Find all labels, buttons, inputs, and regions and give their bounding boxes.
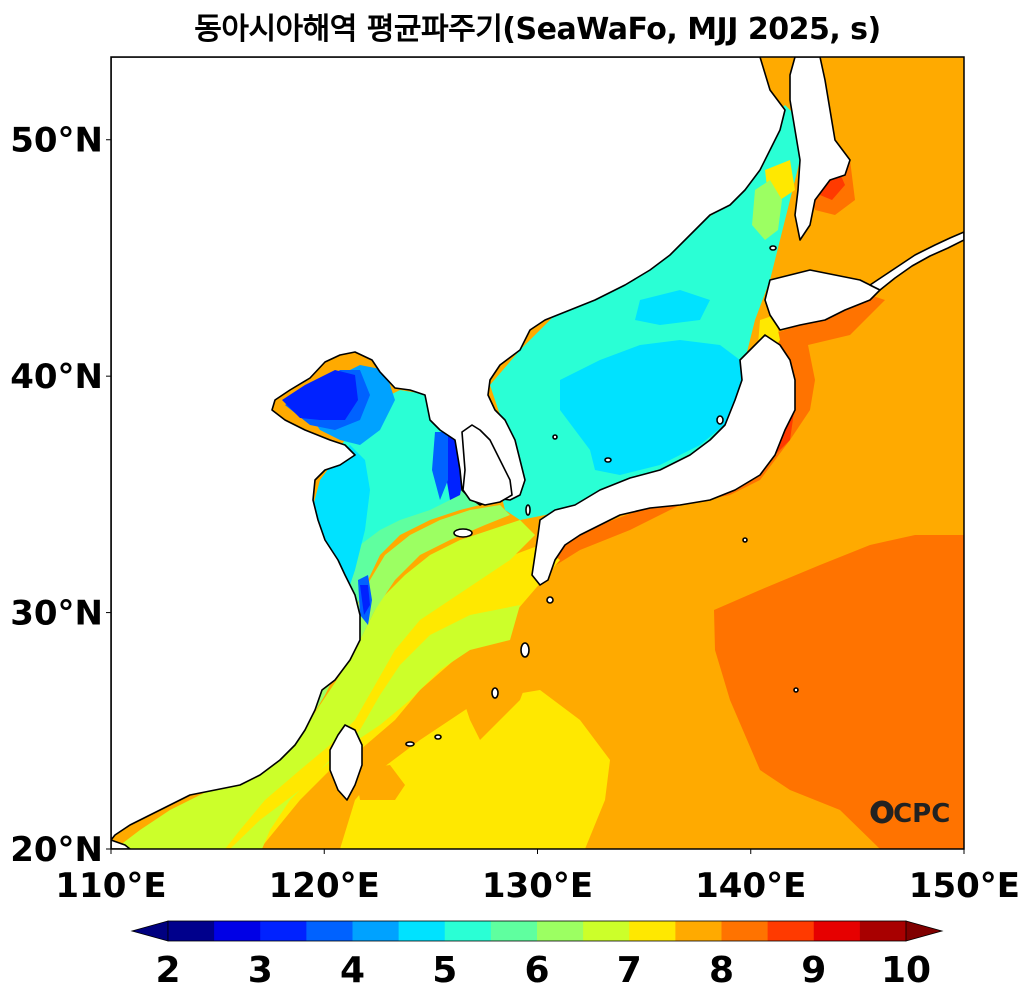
ocpc-logo: OCPC xyxy=(870,799,950,829)
y-tick-label: 50°N xyxy=(10,121,103,161)
land-osumi xyxy=(546,596,554,604)
colorbar-tick-label: 3 xyxy=(248,950,273,991)
colorbar-bin xyxy=(444,921,492,941)
land-ryukyu-3 xyxy=(405,741,415,747)
field-contour-4-korea-west xyxy=(432,432,448,500)
land-asia-mainland xyxy=(111,57,786,841)
land-hachijo xyxy=(742,537,748,543)
land-sakhalin xyxy=(789,57,851,241)
ocpc-logo-text: OCPC xyxy=(871,799,950,829)
colorbar: 2 3 4 5 6 7 8 9 10 xyxy=(130,920,944,991)
land-mask xyxy=(111,57,964,849)
x-tick-label: 130°E xyxy=(482,866,593,906)
colorbar-bin xyxy=(813,921,861,941)
y-tick-label: 40°N xyxy=(10,357,103,397)
land-oki xyxy=(604,457,612,463)
land-okinawa xyxy=(520,642,530,658)
field-contour-5-east-sea-north xyxy=(635,290,710,325)
land-kurils xyxy=(869,231,964,291)
colorbar-bin xyxy=(352,921,400,941)
y-tick-label: 20°N xyxy=(10,830,103,870)
colorbar-bin xyxy=(214,921,261,941)
colorbar-bin xyxy=(629,921,676,941)
field-contour-5-east-sea xyxy=(560,340,745,475)
colorbar-tick-label: 5 xyxy=(432,950,457,991)
x-axis-tick-labels: 110°E 120°E 130°E 140°E 150°E xyxy=(55,849,1020,906)
land-hokkaido xyxy=(764,269,881,331)
colorbar-tick-label: 9 xyxy=(801,950,826,991)
field-contour-7-east xyxy=(230,605,520,849)
colorbar-bin xyxy=(537,921,584,941)
colorbar-bin xyxy=(675,921,722,941)
colorbar-tick-label: 8 xyxy=(709,950,734,991)
colorbar-bin xyxy=(260,921,307,941)
field-contour-8-taiwan-strait xyxy=(355,765,405,800)
colorbar-frame xyxy=(167,920,907,942)
colorbar-bin xyxy=(490,921,538,941)
colorbar-bin xyxy=(168,921,215,941)
wave-period-field xyxy=(111,57,964,849)
colorbar-bin xyxy=(859,921,907,941)
land-southwest-corner xyxy=(111,839,131,849)
land-ryukyu-2 xyxy=(434,734,442,740)
land-japan-honshu xyxy=(531,334,796,586)
colorbar-tick-label: 6 xyxy=(524,950,549,991)
colorbar-bin xyxy=(767,921,815,941)
colorbar-over-extend xyxy=(905,920,944,942)
colorbar-bin xyxy=(306,921,353,941)
colorbar-tick-label: 10 xyxy=(881,950,931,991)
x-tick-label: 140°E xyxy=(695,866,806,906)
field-contour-7-5-south xyxy=(340,690,610,849)
colorbar-tick-label: 2 xyxy=(155,950,180,991)
x-tick-label: 150°E xyxy=(909,866,1020,906)
field-contour-8-5-pacific xyxy=(714,535,964,849)
map-title: 동아시아해역 평균파주기(SeaWaFo, MJJ 2025, s) xyxy=(194,12,881,47)
land-taiwan xyxy=(329,724,363,801)
x-tick-label: 120°E xyxy=(269,866,380,906)
colorbar-bin xyxy=(721,921,769,941)
colorbar-tick-label: 7 xyxy=(617,950,642,991)
land-tsushima xyxy=(525,504,531,516)
land-jeju xyxy=(453,528,473,538)
colorbar-bin xyxy=(583,921,630,941)
field-contour-8-ryukyu xyxy=(460,620,535,740)
land-rishiri xyxy=(769,245,777,251)
colorbar-under-extend xyxy=(130,920,169,942)
colorbar-bin xyxy=(398,921,446,941)
y-tick-label: 30°N xyxy=(10,594,103,634)
x-tick-label: 110°E xyxy=(55,866,166,906)
land-korea xyxy=(461,424,513,506)
land-ryukyu-1 xyxy=(491,687,499,699)
field-contour-8-5-japan-coast xyxy=(530,295,885,575)
field-contour-6-5-tatar xyxy=(752,180,782,240)
y-axis-tick-labels: 20°N 30°N 40°N 50°N xyxy=(10,121,111,870)
land-sado xyxy=(716,415,724,425)
land-bonin xyxy=(793,687,799,693)
field-contour-7 xyxy=(115,520,535,849)
land-ulleung xyxy=(552,434,558,440)
colorbar-tick-label: 4 xyxy=(340,950,365,991)
field-contour-3-5-yangtze xyxy=(360,585,370,615)
ocpc-logo-emblem-icon xyxy=(870,800,894,824)
field-contour-3-5-bohai xyxy=(282,370,358,420)
